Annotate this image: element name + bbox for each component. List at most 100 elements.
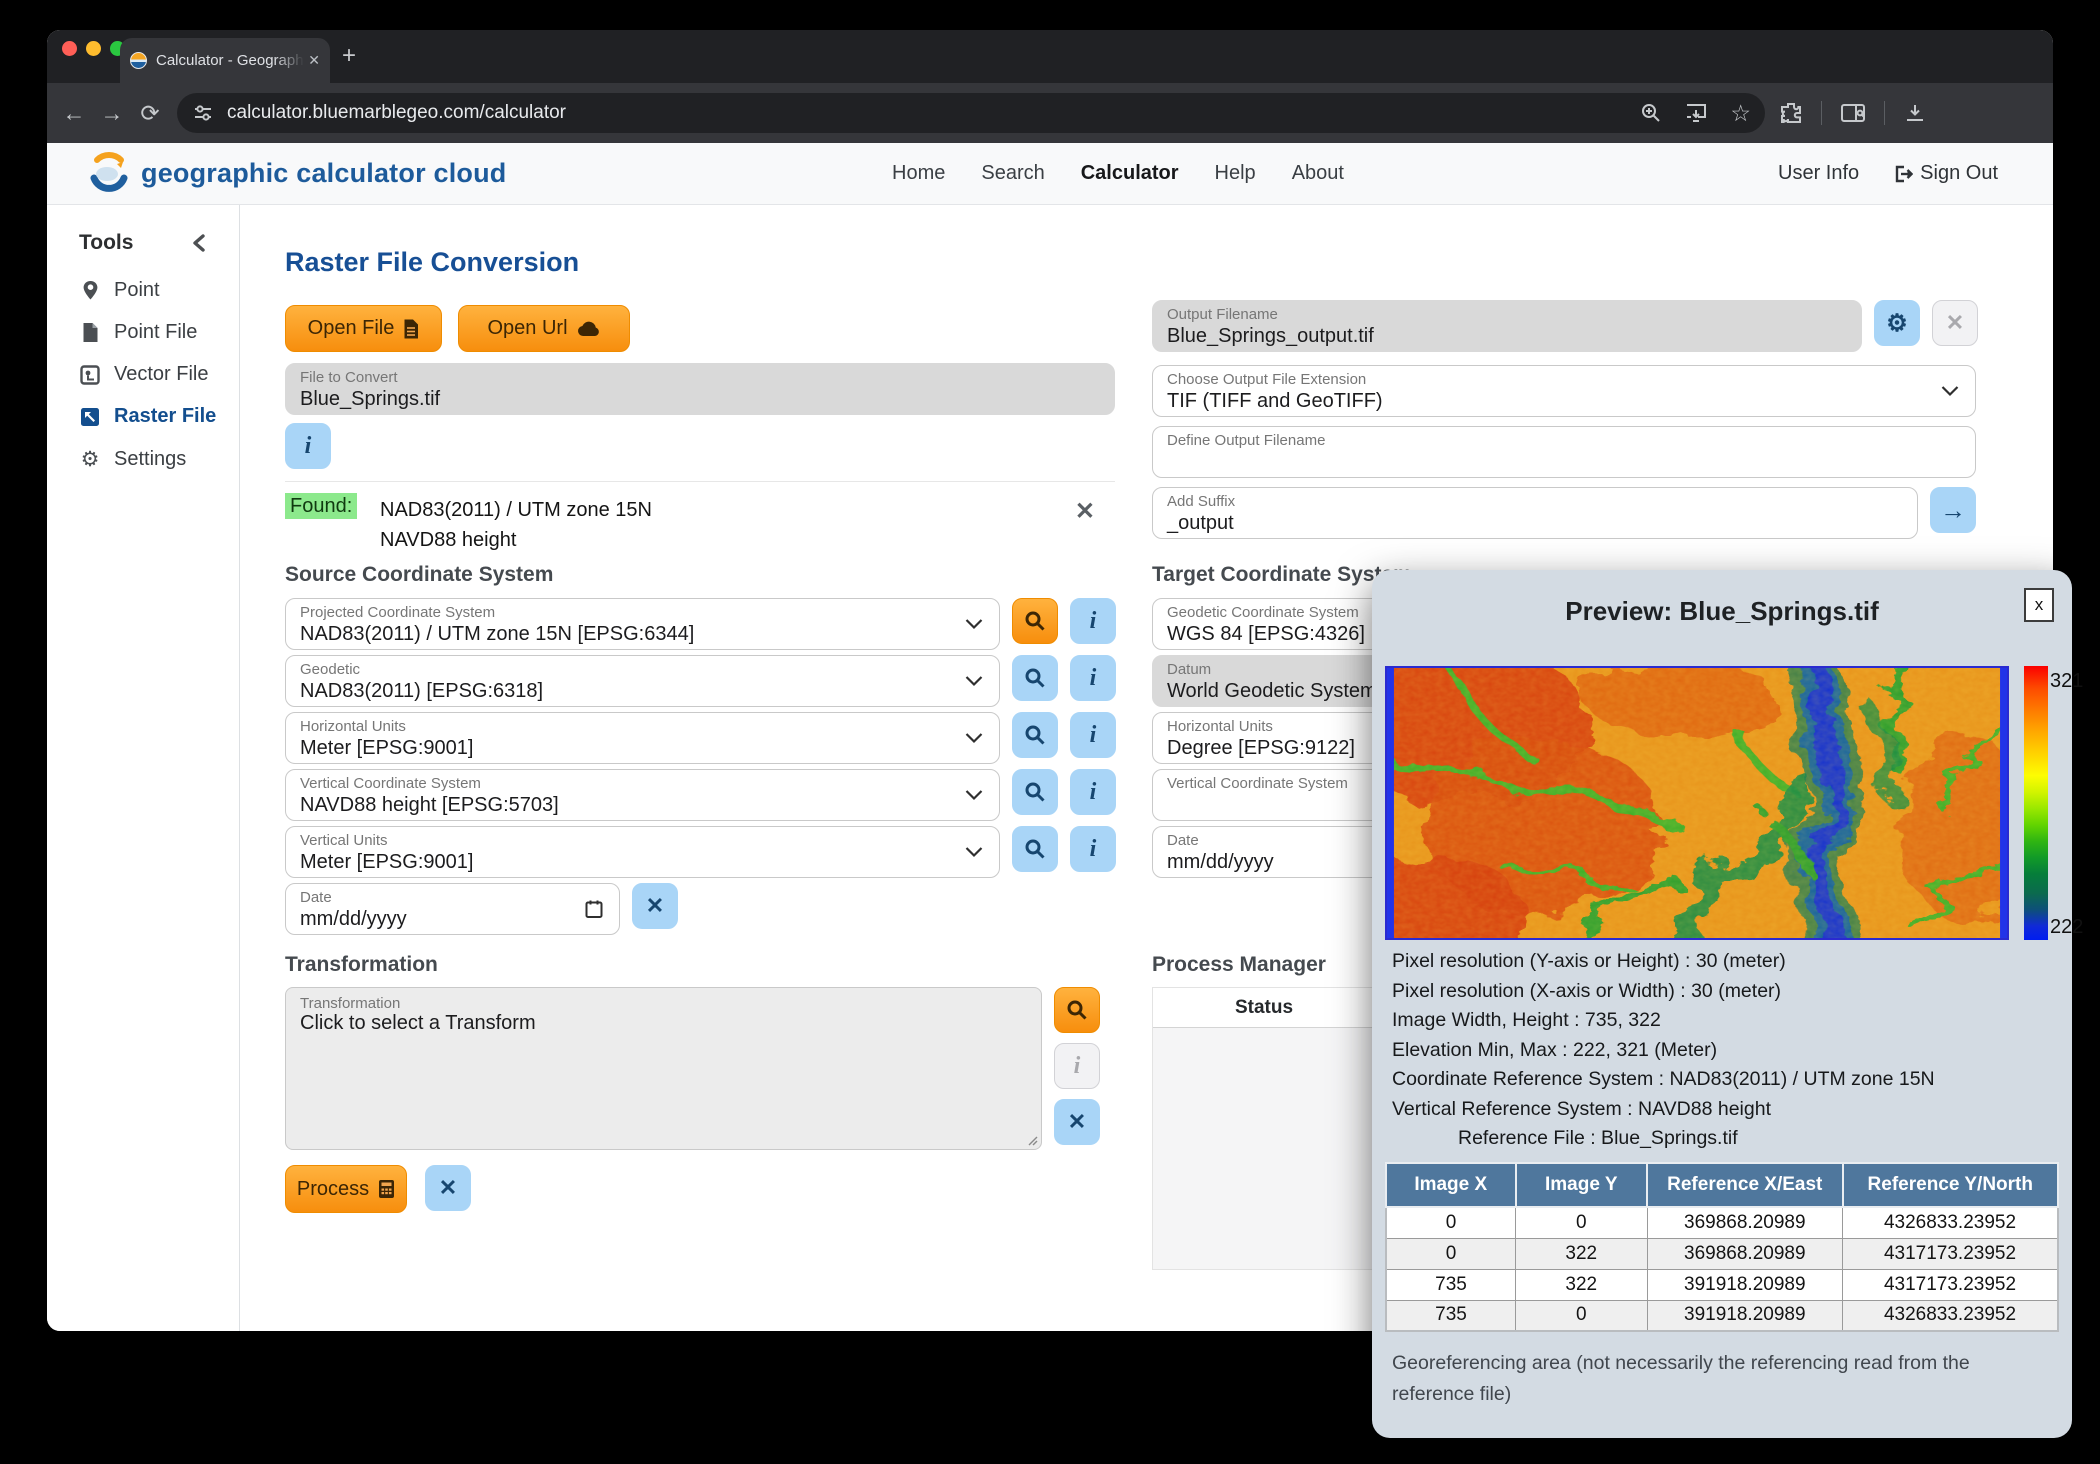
sidebar-item-raster-file[interactable]: Raster File: [79, 405, 239, 428]
source-geodetic-search-button[interactable]: [1012, 655, 1058, 701]
field-value: World Geodetic System: [1167, 680, 1377, 702]
source-vertical-crs-select[interactable]: Vertical Coordinate System NAVD88 height…: [285, 769, 1000, 821]
site-settings-icon[interactable]: [193, 103, 213, 123]
transformation-info-button[interactable]: i: [1054, 1043, 1100, 1089]
found-close-icon[interactable]: ✕: [1074, 498, 1095, 525]
side-panel-search-icon[interactable]: [1840, 102, 1866, 124]
process-clear-button[interactable]: ✕: [425, 1165, 471, 1211]
new-tab-button[interactable]: +: [342, 42, 357, 69]
source-geodetic-select[interactable]: Geodetic NAD83(2011) [EPSG:6318]: [285, 655, 1000, 707]
zoom-icon[interactable]: [1640, 102, 1662, 124]
sign-out-link[interactable]: Sign Out: [1893, 162, 1998, 185]
preview-close-button[interactable]: x: [2024, 588, 2054, 622]
forward-icon[interactable]: →: [100, 99, 124, 126]
collapse-sidebar-icon[interactable]: [191, 234, 207, 252]
found-crs-line2: NAVD88 height: [380, 529, 517, 551]
site-logo[interactable]: geographic calculator cloud: [87, 151, 506, 196]
browser-tabstrip: Calculator - Geographic Calcu ✕ +: [47, 30, 2053, 83]
nav-about[interactable]: About: [1291, 162, 1344, 184]
file-info-button[interactable]: i: [285, 423, 331, 469]
downloads-icon[interactable]: [1903, 101, 1927, 125]
install-icon[interactable]: [1684, 102, 1708, 124]
window-controls: [62, 41, 125, 56]
source-vertical-units-search-button[interactable]: [1012, 826, 1058, 872]
process-button[interactable]: Process: [285, 1165, 407, 1213]
preview-title: Preview: Blue_Springs.tif: [1565, 596, 1879, 626]
source-crs-heading: Source Coordinate System: [285, 563, 554, 586]
transformation-textarea[interactable]: Transformation Click to select a Transfo…: [285, 987, 1042, 1150]
transformation-clear-button[interactable]: ✕: [1054, 1099, 1100, 1145]
source-vertical-crs-info-button[interactable]: i: [1070, 769, 1116, 815]
sidebar-item-vector-file[interactable]: Vector File: [79, 363, 239, 386]
toolbar-separator: [1821, 101, 1822, 125]
extensions-icon[interactable]: [1779, 101, 1803, 125]
cloud-icon: [577, 321, 599, 336]
nav-calculator[interactable]: Calculator: [1080, 162, 1179, 184]
source-vertical-crs-search-button[interactable]: [1012, 769, 1058, 815]
browser-tab[interactable]: Calculator - Geographic Calcu ✕: [120, 38, 330, 83]
user-info-link[interactable]: User Info: [1778, 162, 1860, 184]
calendar-icon[interactable]: [585, 900, 603, 919]
source-horizontal-units-select[interactable]: Horizontal Units Meter [EPSG:9001]: [285, 712, 1000, 764]
sidebar-item-settings[interactable]: ⚙ Settings: [79, 447, 239, 472]
transformation-search-button[interactable]: [1054, 987, 1100, 1033]
source-vertical-units-info-button[interactable]: i: [1070, 826, 1116, 872]
user-nav: User Info Sign Out: [1778, 162, 1998, 185]
field-label: Geodetic: [300, 661, 361, 678]
nav-help[interactable]: Help: [1214, 162, 1256, 184]
cell: 735: [1385, 1299, 1517, 1332]
close-window-button[interactable]: [62, 41, 77, 56]
apply-suffix-button[interactable]: →: [1930, 487, 1976, 533]
minimize-window-button[interactable]: [86, 41, 101, 56]
add-suffix-field[interactable]: Add Suffix _output: [1152, 487, 1918, 539]
source-geodetic-info-button[interactable]: i: [1070, 655, 1116, 701]
file-to-convert-field[interactable]: File to Convert Blue_Springs.tif: [285, 363, 1115, 415]
cell: 322: [1515, 1237, 1648, 1270]
main-nav: Home Search Calculator Help About: [892, 162, 1344, 185]
address-bar[interactable]: calculator.bluemarblegeo.com/calculator …: [177, 93, 1765, 133]
open-url-button[interactable]: Open Url: [458, 305, 630, 352]
define-output-filename-field[interactable]: Define Output Filename: [1152, 426, 1976, 478]
source-date-clear-button[interactable]: ✕: [632, 883, 678, 929]
output-clear-button[interactable]: ✕: [1932, 300, 1978, 346]
cell: 0: [1385, 1206, 1517, 1239]
output-extension-select[interactable]: Choose Output File Extension TIF (TIFF a…: [1152, 365, 1976, 417]
bookmark-star-icon[interactable]: ☆: [1730, 99, 1751, 126]
open-file-button[interactable]: Open File: [285, 305, 442, 352]
search-icon: [1067, 1000, 1087, 1020]
reload-icon[interactable]: ⟳: [140, 99, 160, 126]
source-projected-search-button[interactable]: [1012, 598, 1058, 644]
field-value: Meter [EPSG:9001]: [300, 851, 474, 873]
output-filename-field[interactable]: Output Filename Blue_Springs_output.tif: [1152, 300, 1862, 352]
nav-home[interactable]: Home: [892, 162, 946, 184]
gear-icon: ⚙: [1886, 309, 1908, 337]
source-vertical-units-select[interactable]: Vertical Units Meter [EPSG:9001]: [285, 826, 1000, 878]
source-horizontal-units-search-button[interactable]: [1012, 712, 1058, 758]
preview-info-block: Pixel resolution (Y-axis or Height) : 30…: [1392, 947, 1935, 1154]
resize-handle[interactable]: [1026, 1134, 1038, 1146]
cell: 322: [1515, 1268, 1648, 1301]
source-date-field[interactable]: Date mm/dd/yyyy: [285, 883, 620, 935]
sidebar-item-point[interactable]: Point: [79, 279, 239, 302]
cell: 369868.20989: [1646, 1237, 1844, 1270]
info-pixel-res-y: Pixel resolution (Y-axis or Height) : 30…: [1392, 950, 1786, 972]
tab-close-icon[interactable]: ✕: [308, 52, 320, 68]
open-url-label: Open Url: [487, 317, 568, 339]
cell: 4326833.23952: [1842, 1206, 2059, 1239]
page-title: Raster File Conversion: [285, 247, 580, 277]
info-icon: i: [1089, 778, 1097, 805]
back-icon[interactable]: ←: [62, 99, 86, 126]
sidebar-item-point-file[interactable]: Point File: [79, 321, 239, 344]
source-horizontal-units-info-button[interactable]: i: [1070, 712, 1116, 758]
nav-search[interactable]: Search: [981, 162, 1045, 184]
field-label: Geodetic Coordinate System: [1167, 604, 1359, 621]
field-label: Projected Coordinate System: [300, 604, 496, 621]
table-row: 0 0 369868.20989 4326833.23952: [1385, 1206, 2059, 1239]
output-settings-button[interactable]: ⚙: [1874, 300, 1920, 346]
source-projected-crs-select[interactable]: Projected Coordinate System NAD83(2011) …: [285, 598, 1000, 650]
field-value: mm/dd/yyyy: [300, 908, 407, 930]
source-projected-info-button[interactable]: i: [1070, 598, 1116, 644]
chevron-down-icon: [965, 733, 983, 744]
field-label: Datum: [1167, 661, 1212, 678]
cell: 0: [1515, 1206, 1648, 1239]
